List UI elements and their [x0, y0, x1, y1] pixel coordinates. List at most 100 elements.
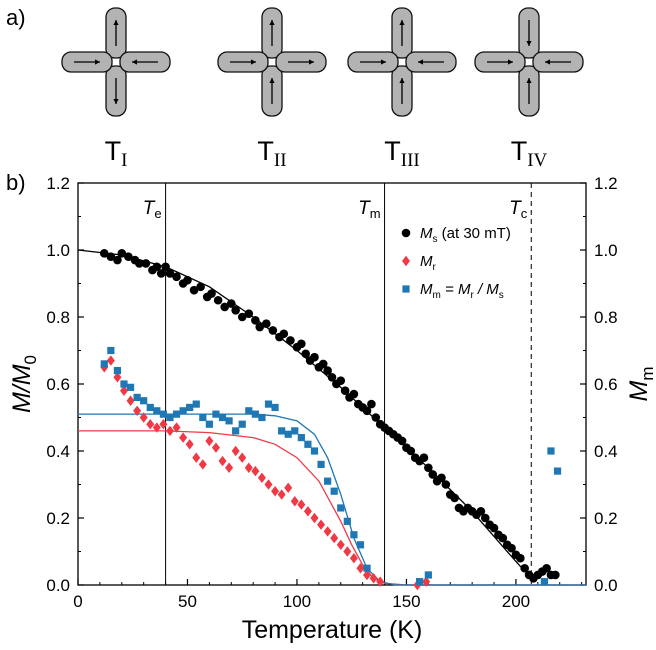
data-point-Ms	[268, 326, 278, 335]
data-point-Mm	[278, 427, 286, 435]
arrowhead-icon	[132, 59, 137, 65]
data-point-Mr	[225, 462, 234, 473]
y-axis-title-right: Mm	[625, 367, 656, 402]
panel-b-label: b)	[6, 170, 26, 195]
data-point-Mr	[139, 412, 148, 423]
data-point-Mr	[290, 496, 299, 507]
data-point-Ms	[161, 262, 170, 272]
legend-label-main: M	[420, 281, 433, 298]
data-point-Mm	[553, 467, 562, 475]
data-point-Mm	[192, 400, 200, 408]
vertex-type-ii: TII	[217, 7, 327, 171]
data-point-Mr	[363, 569, 372, 581]
legend-label-sub3: s	[499, 290, 504, 301]
vertex-label: TIV	[511, 136, 548, 171]
data-point-Mr	[369, 573, 378, 584]
x-tick-label: 0	[73, 592, 82, 611]
arrowhead-icon	[251, 59, 256, 65]
arrowhead-icon	[508, 59, 513, 65]
data-point-Mm	[547, 447, 555, 455]
fit-curve-Mm	[78, 413, 586, 586]
arrowhead-icon	[113, 99, 119, 104]
transition-lines: Te Tm Tc	[143, 183, 532, 585]
data-point-Ms	[226, 299, 236, 308]
data-point-Ms	[424, 463, 433, 473]
data-point-Mr	[349, 553, 358, 564]
data-point-Mr	[211, 442, 220, 453]
vertex-label-main: T	[105, 136, 122, 166]
data-point-Mm	[205, 420, 213, 428]
legend-label-main: M	[420, 225, 433, 242]
y-tick-label-left: 0.0	[46, 576, 70, 595]
data-point-Ms	[520, 563, 529, 573]
arrowhead-icon	[309, 59, 314, 65]
data-point-Mr	[113, 372, 122, 383]
vertex-label: TII	[257, 136, 286, 171]
y-axis-title-left: M/M0	[8, 355, 40, 413]
data-point-Mm	[356, 541, 365, 549]
data-point-Mr	[172, 422, 181, 433]
x-tick-label: 200	[502, 592, 530, 611]
data-point-Ms	[450, 493, 459, 503]
data-point-Ms	[99, 249, 109, 258]
data-point-Ms	[106, 252, 116, 261]
arrowhead-icon	[418, 59, 423, 65]
y-tick-label-right: 0.8	[594, 308, 618, 327]
data-point-Mm	[264, 400, 273, 408]
data-point-Ms	[310, 352, 319, 362]
data-point-Ms	[428, 470, 438, 479]
data-point-Mm	[251, 410, 259, 418]
vertex-label-main: T	[511, 136, 528, 166]
y-tick-label-right: 0.6	[594, 375, 618, 394]
data-point-Ms	[141, 259, 151, 268]
data-point-Ms	[172, 272, 181, 282]
vertex-type-iv: TIV	[474, 7, 584, 171]
data-point-Mr	[303, 506, 312, 517]
y-tick-label-right: 0.4	[594, 442, 618, 461]
transition-label-sub: e	[154, 206, 161, 221]
arrowhead-icon	[95, 59, 100, 65]
data-point-Ms	[516, 553, 525, 563]
data-point-Mr	[106, 355, 115, 366]
data-point-Ms	[255, 322, 265, 332]
vertex-type-iii: TIII	[347, 7, 457, 171]
legend-label-sub: r	[433, 262, 437, 273]
data-point-Mr	[330, 532, 339, 544]
legend-label-sub: s	[433, 234, 438, 245]
data-point-Ms	[189, 285, 199, 295]
data-point-Ms	[165, 269, 175, 278]
y-tick-label-left: 0.2	[46, 509, 70, 528]
y-axis-title-left-main: M/M	[8, 364, 36, 413]
data-point-Mr	[165, 425, 174, 437]
data-point-Ms	[362, 406, 372, 416]
data-point-Ms	[349, 389, 359, 399]
legend-label-extra2: / M	[474, 281, 500, 298]
y-tick-label-left: 0.8	[46, 308, 70, 327]
data-point-Mr	[251, 465, 260, 477]
y-tick-label-left: 0.6	[46, 375, 70, 394]
data-point-Mr	[185, 439, 194, 450]
data-point-Mr	[264, 479, 273, 490]
data-point-Mm	[284, 430, 292, 438]
data-point-Ms	[301, 349, 311, 359]
x-tick-label: 100	[283, 592, 311, 611]
vertex-type-i: TI	[61, 7, 171, 171]
data-point-Mr	[297, 499, 306, 510]
magnetization-chart: 0 50 100 150 200 0.0 0.0 0.2 0.2 0.4 0.4 0.6 0.6 0.8 0…	[8, 174, 656, 644]
legend-label-main: M	[420, 253, 433, 270]
data-point-Mm	[232, 427, 240, 435]
data-point-Mr	[284, 482, 293, 494]
y-tick-label-left: 1.0	[46, 241, 70, 260]
vertex-label-main: T	[257, 136, 274, 166]
series-Mm	[100, 346, 562, 586]
data-point-Mm	[159, 410, 167, 418]
y-axis-title-right-sub: m	[638, 367, 656, 381]
x-tick-label: 50	[178, 592, 197, 611]
data-point-Mr	[159, 419, 168, 430]
data-point-Mr	[244, 462, 253, 473]
legend-marker	[401, 228, 411, 238]
data-point-Mr	[205, 435, 214, 447]
vertex-label-sub: IV	[527, 150, 547, 171]
data-point-Mm	[330, 487, 338, 495]
data-point-Mm	[350, 531, 358, 539]
